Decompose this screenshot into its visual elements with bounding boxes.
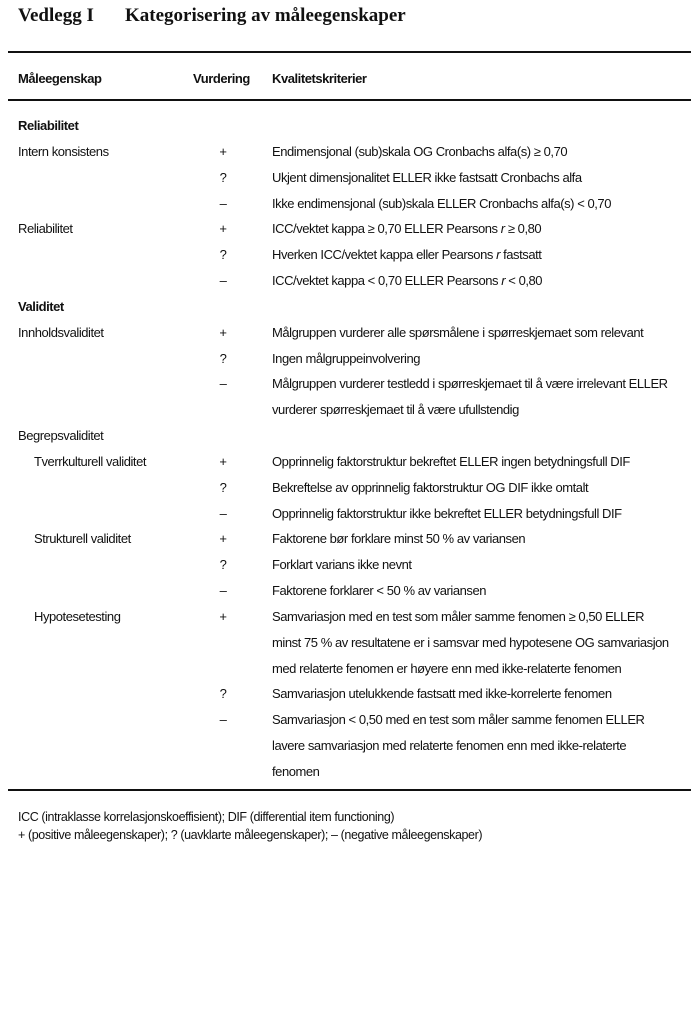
- criteria-text: Bekreftelse av opprinnelig faktorstruktu…: [272, 479, 589, 496]
- header-rating: Vurdering: [193, 71, 250, 86]
- criteria-segment: Forklart varians ikke nevnt: [272, 557, 412, 573]
- criteria-segment: < 0,80: [505, 273, 543, 289]
- criteria-text: Forklart varians ikke nevnt: [272, 557, 412, 573]
- criteria-segment: vurderer spørreskjemaet til å være ufull…: [272, 402, 519, 418]
- property-name: Begrepsvaliditet: [18, 428, 104, 444]
- header-criteria: Kvalitetskriterier: [272, 71, 367, 86]
- criteria-text: Opprinnelig faktorstruktur bekreftet ELL…: [272, 454, 630, 470]
- footnote-abbreviations: ICC (intraklasse korrelasjonskoeffisient…: [18, 810, 395, 824]
- rating-symbol: ?: [219, 350, 227, 366]
- criteria-text: Ingen målgruppeinvolvering: [272, 351, 420, 367]
- criteria-segment: fenomen: [272, 764, 320, 779]
- rating-symbol: –: [219, 376, 227, 392]
- criteria-segment: Målgruppen vurderer testledd i spørreskj…: [272, 376, 668, 392]
- footnote-legend: + (positive måleegenskaper); ? (uavklart…: [18, 828, 483, 842]
- appendix-title: Kategorisering av måleegenskaper: [125, 5, 406, 26]
- criteria-text: Endimensjonal (sub)skala OG Cronbachs al…: [272, 143, 568, 160]
- criteria-text: ICC/vektet kappa < 0,70 ELLER Pearsons r…: [272, 273, 543, 289]
- italic-variable: r: [500, 221, 505, 237]
- header-property: Måleegenskap: [18, 71, 102, 86]
- criteria-text: Faktorene bør forklare minst 50 % av var…: [272, 531, 526, 547]
- criteria-text: Samvariasjon < 0,50 med en test som måle…: [272, 712, 645, 728]
- header-bottom-rule: [8, 99, 691, 101]
- property-name: Reliabilitet: [18, 221, 73, 237]
- criteria-text: Opprinnelig faktorstruktur ikke bekrefte…: [272, 506, 622, 522]
- criteria-text: vurderer spørreskjemaet til å være ufull…: [272, 402, 519, 418]
- rating-symbol: +: [219, 608, 227, 624]
- property-name: Tverrkulturell validitet: [34, 453, 147, 469]
- section-heading: Validitet: [18, 298, 64, 314]
- criteria-segment: Ingen målgruppeinvolvering: [272, 350, 421, 366]
- document-title: Vedlegg I Kategorisering av måleegenskape…: [18, 5, 406, 27]
- criteria-segment: Samvariasjon utelukkende fastsatt med ik…: [272, 686, 612, 702]
- criteria-text: Målgruppen vurderer testledd i spørreskj…: [272, 376, 668, 392]
- criteria-segment: Faktorene bør forklare minst 50 % av var…: [272, 531, 526, 547]
- property-name: Hypotesetesting: [34, 608, 121, 624]
- criteria-segment: Ukjent dimensjonalitet ELLER ikke fastsa…: [272, 169, 582, 185]
- criteria-text: Målgruppen vurderer alle spørsmålene i s…: [272, 324, 644, 341]
- criteria-segment: Samvariasjon med en test som måler samme…: [272, 608, 645, 624]
- criteria-text: lavere samvariasjon med relaterte fenome…: [272, 738, 627, 754]
- criteria-text: Samvariasjon med en test som måler samme…: [272, 609, 644, 625]
- criteria-segment: Hverken ICC/vektet kappa eller Pearsons: [272, 247, 497, 263]
- criteria-text: ICC/vektet kappa ≥ 0,70 ELLER Pearsons r…: [272, 221, 542, 237]
- criteria-segment: ≥ 0,80: [504, 221, 542, 237]
- criteria-segment: Opprinnelig faktorstruktur ikke bekrefte…: [272, 505, 622, 521]
- rating-symbol: +: [219, 143, 227, 159]
- italic-variable: r: [501, 273, 506, 289]
- criteria-segment: fastsatt: [499, 247, 542, 263]
- criteria-text: Samvariasjon utelukkende fastsatt med ik…: [272, 686, 612, 702]
- rating-symbol: +: [219, 453, 227, 469]
- table-bottom-rule: [8, 789, 691, 791]
- criteria-segment: Samvariasjon < 0,50 med en test som måle…: [272, 712, 645, 728]
- criteria-text: Ikke endimensjonal (sub)skala ELLER Cron…: [272, 196, 611, 212]
- criteria-text: fenomen: [272, 764, 320, 780]
- rating-symbol: ?: [219, 169, 227, 185]
- criteria-segment: Målgruppen vurderer alle spørsmålene i s…: [272, 324, 644, 340]
- criteria-segment: med relaterte fenomen er høyere enn med …: [272, 660, 622, 676]
- criteria-segment: ICC/vektet kappa ≥ 0,70 ELLER Pearsons: [272, 221, 501, 237]
- property-name: Innholdsvaliditet: [18, 324, 104, 340]
- criteria-segment: Ikke endimensjonal (sub)skala ELLER Cron…: [272, 195, 611, 211]
- rating-symbol: +: [219, 221, 227, 237]
- criteria-segment: minst 75 % av resultatene er i samsvar m…: [272, 634, 669, 650]
- criteria-segment: Bekreftelse av opprinnelig faktorstruktu…: [272, 479, 589, 495]
- property-name: Strukturell validitet: [34, 531, 131, 547]
- rating-symbol: ?: [219, 479, 227, 495]
- rating-symbol: –: [219, 505, 227, 521]
- rating-symbol: +: [219, 324, 227, 340]
- section-heading: Reliabilitet: [18, 118, 79, 133]
- criteria-text: minst 75 % av resultatene er i samsvar m…: [272, 635, 669, 651]
- criteria-text: Hverken ICC/vektet kappa eller Pearsons …: [272, 247, 542, 263]
- rating-symbol: –: [219, 583, 227, 599]
- criteria-text: Ukjent dimensjonalitet ELLER ikke fastsa…: [272, 170, 582, 186]
- appendix-label: Vedlegg I: [18, 5, 94, 26]
- italic-variable: r: [496, 247, 500, 263]
- criteria-segment: Endimensjonal (sub)skala OG Cronbachs al…: [272, 143, 568, 159]
- rating-symbol: –: [219, 712, 227, 728]
- rating-symbol: –: [219, 195, 227, 211]
- criteria-text: med relaterte fenomen er høyere enn med …: [272, 660, 622, 677]
- criteria-segment: Opprinnelig faktorstruktur bekreftet ELL…: [272, 453, 630, 469]
- property-name: Intern konsistens: [18, 143, 109, 159]
- rating-symbol: –: [219, 273, 227, 289]
- rating-symbol: ?: [219, 247, 227, 263]
- rating-symbol: +: [219, 531, 227, 547]
- criteria-segment: lavere samvariasjon med relaterte fenome…: [272, 738, 627, 754]
- criteria-segment: Faktorene forklarer < 50 % av variansen: [272, 583, 487, 599]
- criteria-segment: ICC/vektet kappa < 0,70 ELLER Pearsons: [272, 273, 502, 289]
- table-top-rule: [8, 51, 691, 53]
- criteria-text: Faktorene forklarer < 50 % av variansen: [272, 583, 486, 599]
- rating-symbol: ?: [219, 557, 227, 573]
- rating-symbol: ?: [219, 686, 227, 702]
